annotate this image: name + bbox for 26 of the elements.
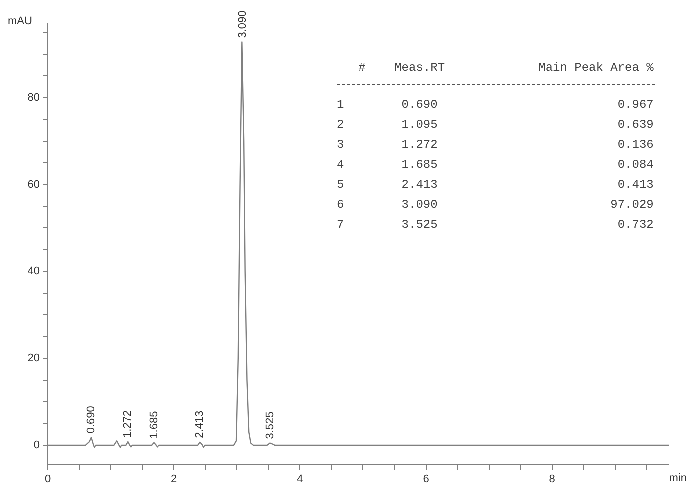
annotation: 2 1.095 0.639	[337, 117, 655, 134]
annotation: 5 2.413 0.413	[337, 177, 655, 194]
y-tick-label: 0	[34, 439, 40, 452]
x-axis-title: min	[669, 472, 687, 485]
annotation: 1.272	[122, 410, 134, 438]
annotation: 4 1.685 0.084	[337, 157, 655, 174]
y-tick-label: 60	[28, 178, 40, 191]
x-tick-label: 8	[549, 474, 556, 486]
annotation: 3.525	[264, 412, 276, 440]
x-tick-label: 4	[297, 474, 304, 486]
x-tick-label: 0	[44, 474, 52, 486]
annotation: # Meas.RT Main Peak Area %	[358, 60, 655, 77]
y-tick-label: 80	[28, 92, 40, 104]
annotation: 6 3.090 97.029	[337, 197, 655, 214]
annotation: 3.090	[236, 10, 249, 38]
annotation: 1.685	[148, 411, 160, 439]
x-tick-label: 2	[171, 474, 178, 486]
y-tick-label: 20	[28, 352, 40, 365]
y-axis-title: mAU	[8, 16, 32, 28]
annotation: 0.690	[86, 406, 98, 434]
annotation: 1 0.690 0.967	[337, 97, 655, 114]
x-tick-label: 6	[423, 474, 430, 486]
annotation: 3 1.272 0.136	[337, 137, 655, 154]
annotation: 2.413	[194, 410, 206, 438]
annotation: 7 3.525 0.732	[337, 217, 655, 234]
y-tick-label: 40	[28, 266, 40, 278]
